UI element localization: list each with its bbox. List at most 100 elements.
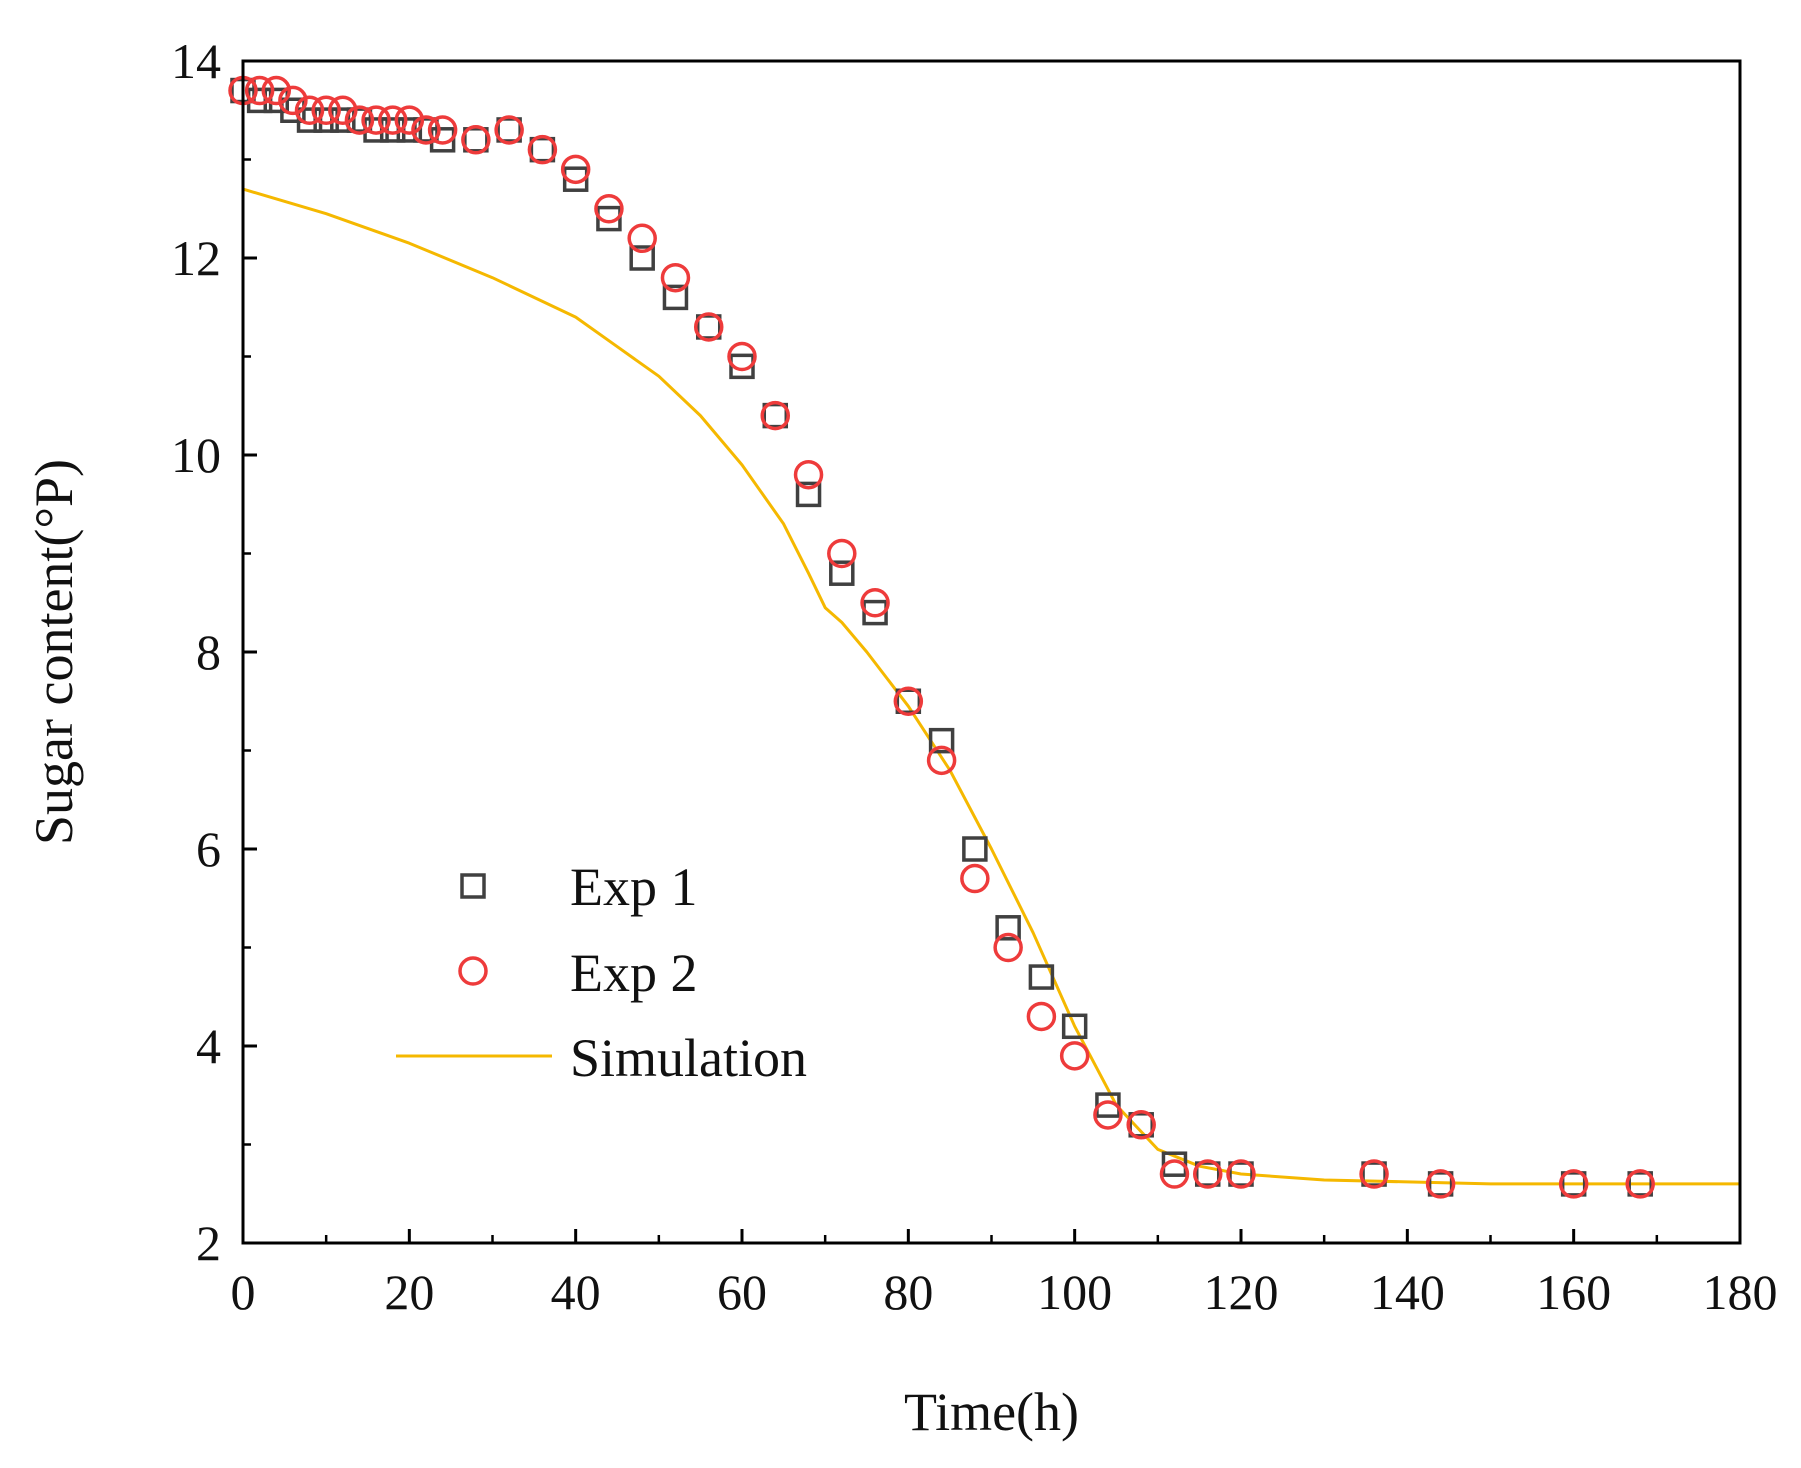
exp2-point [926, 745, 957, 776]
x-axis-title: Time(h) [904, 1382, 1079, 1442]
exp2-point [1359, 1159, 1389, 1189]
exp2-point [960, 863, 990, 894]
exp2-point [1558, 1169, 1589, 1199]
exp2-point [427, 115, 458, 145]
x-tick-label: 140 [1370, 1264, 1445, 1320]
exp1-point [662, 284, 689, 311]
y-tick-label: 14 [171, 33, 221, 89]
exp2-point [1625, 1169, 1655, 1199]
exp1-point [1028, 964, 1055, 990]
exp1-point [762, 402, 789, 429]
exp2-point [527, 134, 558, 165]
x-tick-label: 20 [384, 1264, 434, 1320]
exp2-point [1126, 1110, 1156, 1140]
legend-marker-square [460, 873, 486, 899]
exp2-point [494, 115, 524, 145]
exp1-point [962, 836, 988, 862]
series-simulation [242, 187, 1740, 1186]
y-tick-label: 4 [196, 1018, 221, 1074]
exp2-point [1159, 1159, 1190, 1189]
exp1-point [529, 136, 556, 163]
exp1-point [795, 481, 822, 508]
exp2-point [294, 95, 325, 125]
exp2-point [1093, 1100, 1123, 1130]
exp1-point [1128, 1112, 1154, 1138]
exp1-point [1361, 1161, 1387, 1187]
exp1-point [463, 127, 489, 153]
exp1-point [1194, 1161, 1221, 1187]
exp1-point [928, 727, 955, 754]
exp1-point [862, 599, 888, 626]
exp2-point [827, 538, 857, 569]
exp1-point [1061, 1013, 1088, 1040]
y-tick-label: 2 [196, 1215, 221, 1271]
exp2-point [860, 588, 890, 618]
exp2-point [411, 115, 441, 145]
exp1-point [1095, 1092, 1121, 1118]
exp2-point [693, 312, 724, 342]
series-exp2 [228, 75, 1655, 1199]
exp1-point [1427, 1171, 1454, 1197]
legend-item-simulation: Simulation [396, 1028, 807, 1088]
exp1-point [695, 314, 722, 340]
legend-marker-circle [458, 956, 488, 986]
x-tick-label: 120 [1204, 1264, 1279, 1320]
exp1-point [1228, 1161, 1254, 1187]
legend-item-exp1: Exp 1 [460, 857, 698, 917]
exp2-point [1425, 1169, 1456, 1199]
exp2-point [627, 223, 657, 254]
exp2-point [760, 400, 791, 431]
plot-frame [241, 59, 1742, 1245]
exp1-point [895, 688, 922, 714]
exp2-point [244, 75, 275, 106]
exp2-point [278, 85, 308, 116]
y-axis-ticks: 2 4 6 8 10 12 14 [171, 33, 257, 1271]
exp1-point [1560, 1171, 1587, 1197]
exp1-point [1627, 1171, 1653, 1197]
exp2-point [660, 262, 691, 293]
exp2-point [1059, 1041, 1090, 1071]
exp2-point [560, 154, 591, 185]
exp1-point [496, 117, 522, 143]
exp2-point [594, 194, 624, 224]
exp2-point [793, 459, 824, 490]
exp2-point [1192, 1159, 1223, 1189]
x-tick-label: 100 [1037, 1264, 1112, 1320]
x-tick-label: 0 [231, 1264, 256, 1320]
legend: Exp 1 Exp 2 Simulation [396, 857, 807, 1088]
exp2-point [893, 686, 924, 716]
exp2-point [461, 125, 491, 155]
y-tick-label: 12 [171, 230, 221, 286]
exp2-point [377, 105, 408, 135]
exp1-point [1161, 1151, 1188, 1177]
exp2-point [328, 95, 358, 125]
x-tick-label: 80 [883, 1264, 933, 1320]
simulation-line [242, 187, 1740, 1186]
x-tick-label: 160 [1536, 1264, 1611, 1320]
exp1-point [995, 915, 1021, 941]
exp1-point [729, 353, 755, 380]
x-axis-ticks: 0 20 40 60 80 100 120 140 160 180 [231, 1229, 1778, 1320]
series-layer [228, 75, 1740, 1199]
y-axis-title: Sugar content(°P) [24, 459, 84, 845]
y-tick-label: 6 [196, 821, 221, 877]
exp2-point [1026, 1001, 1057, 1032]
legend-label-simulation: Simulation [570, 1028, 807, 1088]
y-tick-label: 8 [196, 624, 221, 680]
exp2-point [311, 95, 341, 125]
x-tick-label: 60 [717, 1264, 767, 1320]
exp2-point [344, 105, 375, 135]
exp2-point [727, 341, 757, 372]
plot-area: 2 4 6 8 10 12 14 0 20 40 60 80 100 120 140 160 180 [171, 33, 1778, 1320]
exp2-point [993, 932, 1023, 963]
x-tick-label: 180 [1703, 1264, 1778, 1320]
series-exp1 [230, 77, 1653, 1197]
legend-label-exp2: Exp 2 [570, 943, 698, 1003]
legend-item-exp2: Exp 2 [458, 943, 698, 1003]
exp1-point [629, 245, 655, 271]
exp2-point [361, 105, 391, 135]
exp2-point [261, 75, 292, 106]
exp2-point [394, 105, 425, 135]
exp2-point [1226, 1159, 1256, 1189]
